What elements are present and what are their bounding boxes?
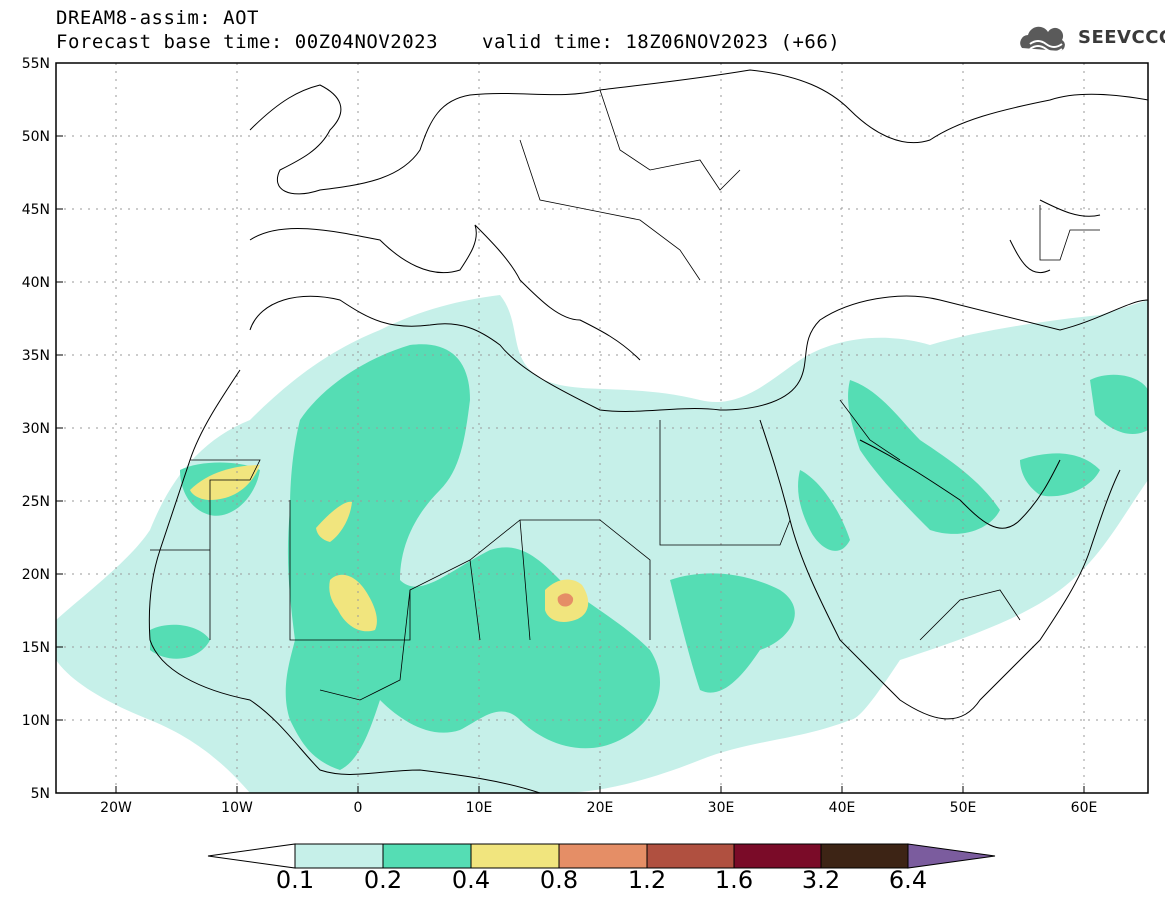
lat-label: 55N — [22, 56, 50, 72]
aot-field-peak — [557, 593, 574, 607]
colorbar-bin — [470, 843, 560, 869]
colorbar-label: 0.1 — [275, 866, 315, 894]
graticule — [56, 63, 1148, 793]
seevccc-logo-text: SEEVCCC — [1078, 27, 1165, 48]
lat-label: 50N — [22, 129, 50, 145]
lat-label: 20N — [22, 567, 50, 583]
country-borders — [150, 89, 1100, 701]
colorbar-bin — [558, 843, 648, 869]
lon-label: 10E — [466, 800, 493, 816]
cloud-logo-icon — [1020, 26, 1065, 53]
lon-label: 50E — [950, 800, 977, 816]
lat-label: 15N — [22, 640, 50, 656]
colorbar-label: 0.4 — [451, 866, 491, 894]
lon-label: 20E — [587, 800, 614, 816]
aot-field-mid — [150, 344, 1148, 770]
colorbar-bin — [294, 843, 384, 869]
lon-label: 60E — [1071, 800, 1098, 816]
longitude-labels: 20W 10W 0 10E 20E 30E 40E 50E 60E — [100, 800, 1097, 816]
lat-label: 10N — [22, 713, 50, 729]
tick-marks — [56, 62, 1085, 794]
lon-label: 0 — [354, 800, 363, 816]
colorbar-label: 1.2 — [627, 866, 667, 894]
forecast-times: Forecast base time: 00Z04NOV2023 valid ti… — [56, 31, 840, 53]
latitude-labels: 55N 50N 45N 40N 35N 30N 25N 20N 15N 10N … — [22, 56, 50, 802]
lat-label: 25N — [22, 494, 50, 510]
colorbar-label: 6.4 — [888, 866, 928, 894]
colorbar-label: 0.8 — [539, 866, 579, 894]
lon-label: 10W — [221, 800, 253, 816]
lat-label: 5N — [31, 786, 50, 802]
coastlines — [148, 69, 1148, 793]
colorbar-label: 0.2 — [363, 866, 403, 894]
lat-label: 45N — [22, 202, 50, 218]
colorbar-under-arrow — [207, 843, 296, 869]
colorbar-over-arrow — [907, 843, 996, 869]
colorbar-label: 1.6 — [714, 866, 754, 894]
lat-label: 40N — [22, 275, 50, 291]
colorbar-bin — [646, 843, 735, 869]
colorbar-bin — [382, 843, 472, 869]
colorbar-label: 3.2 — [801, 866, 841, 894]
colorbar-bin — [733, 843, 822, 869]
colorbar-bin — [820, 843, 909, 869]
lon-label: 20W — [100, 800, 132, 816]
lat-label: 35N — [22, 348, 50, 364]
lon-label: 40E — [829, 800, 856, 816]
lon-label: 30E — [708, 800, 735, 816]
colorbar — [207, 843, 996, 869]
lat-label: 30N — [22, 421, 50, 437]
valid-time: valid time: 18Z06NOV2023 (+66) — [482, 31, 841, 53]
map-title: DREAM8-assim: AOT — [56, 7, 259, 29]
base-time: Forecast base time: 00Z04NOV2023 — [56, 31, 439, 53]
